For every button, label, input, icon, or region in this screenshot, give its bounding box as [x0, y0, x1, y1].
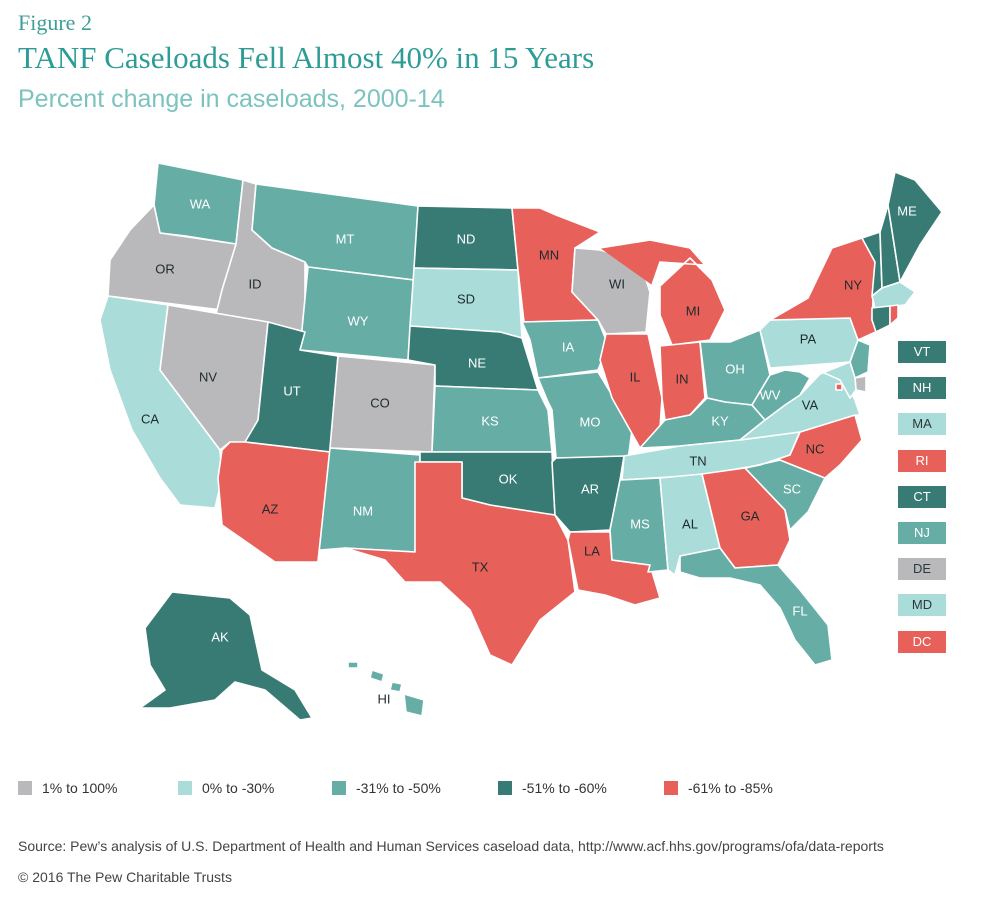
state-label-CO: CO	[370, 395, 390, 410]
legend-label: -61% to -85%	[688, 780, 773, 796]
state-label-KS: KS	[481, 413, 499, 428]
legend-item: 0% to -30%	[178, 780, 274, 796]
state-label-OR: OR	[155, 261, 175, 276]
state-label-TN: TN	[689, 453, 706, 468]
state-OR[interactable]	[107, 204, 237, 311]
state-HI[interactable]	[347, 661, 425, 717]
state-label-WA: WA	[190, 196, 211, 211]
state-label-WI: WI	[609, 276, 625, 291]
state-label-OH: OH	[725, 361, 745, 376]
state-CT[interactable]	[871, 305, 891, 333]
state-MD[interactable]	[809, 361, 857, 399]
state-NJ[interactable]	[849, 339, 871, 379]
state-labels: WA OR CA ID NV MT WY UT AZ CO NM ND SD NE KS OK TX MN IA MO…	[141, 196, 917, 706]
side-label-DE: DE	[898, 558, 946, 581]
source-note: Source: Pew’s analysis of U.S. Departmen…	[18, 838, 884, 854]
side-label-CT: CT	[898, 485, 946, 508]
state-label-NV: NV	[199, 369, 217, 384]
state-label-NY: NY	[844, 277, 862, 292]
state-MI[interactable]	[599, 239, 726, 346]
state-label-SD: SD	[457, 291, 475, 306]
state-label-KY: KY	[711, 413, 729, 428]
figure-label: Figure 2	[18, 10, 92, 35]
state-label-LA: LA	[584, 543, 600, 558]
side-label-MD: MD	[898, 594, 946, 617]
state-label-AZ: AZ	[262, 501, 279, 516]
state-label-IA: IA	[562, 339, 575, 354]
side-label-VT: VT	[898, 341, 946, 363]
side-label-NH: NH	[898, 377, 946, 400]
side-label-NJ: NJ	[898, 522, 946, 544]
state-label-PA: PA	[800, 331, 817, 346]
state-label-ME: ME	[897, 203, 917, 218]
us-map: WA OR CA ID NV MT WY UT AZ CO NM ND SD NE KS OK TX MN IA MO…	[99, 162, 943, 721]
state-label-OK: OK	[499, 471, 518, 486]
state-FL[interactable]	[679, 547, 833, 666]
state-AK[interactable]	[139, 591, 313, 721]
chart-title: TANF Caseloads Fell Almost 40% in 15 Yea…	[18, 40, 595, 75]
state-label-AK: AK	[211, 629, 229, 644]
legend-label: -31% to -50%	[356, 780, 441, 796]
state-label-CA: CA	[141, 411, 159, 426]
state-TX[interactable]	[344, 461, 576, 666]
legend-item: -61% to -85%	[664, 780, 773, 796]
state-label-MS: MS	[630, 516, 650, 531]
copyright-note: © 2016 The Pew Charitable Trusts	[18, 869, 232, 885]
state-label-WV: WV	[760, 387, 781, 402]
state-label-MN: MN	[539, 247, 559, 262]
chart-subtitle: Percent change in caseloads, 2000-14	[18, 85, 445, 113]
state-label-MT: MT	[336, 231, 355, 246]
state-NC[interactable]	[744, 414, 863, 479]
state-RI[interactable]	[889, 304, 899, 326]
legend-label: 1% to 100%	[42, 780, 118, 796]
legend-label: 0% to -30%	[202, 780, 275, 796]
state-label-HI: HI	[378, 691, 391, 706]
state-label-NC: NC	[806, 441, 825, 456]
state-label-IN: IN	[676, 371, 689, 386]
state-label-FL: FL	[792, 603, 807, 618]
side-label-DC: DC	[898, 630, 946, 653]
state-label-MO: MO	[580, 414, 601, 429]
legend-swatch	[664, 781, 678, 795]
legend-item: -51% to -60%	[498, 780, 607, 796]
state-label-NM: NM	[353, 503, 373, 518]
state-KS[interactable]	[431, 385, 553, 453]
legend-item: -31% to -50%	[332, 780, 441, 796]
legend-swatch	[178, 781, 192, 795]
side-label-MA: MA	[898, 413, 946, 436]
legend-item: 1% to 100%	[18, 780, 118, 796]
state-label-IL: IL	[630, 369, 641, 384]
legend-swatch	[332, 781, 346, 795]
state-label-AR: AR	[581, 481, 599, 496]
state-label-MI: MI	[686, 303, 700, 318]
side-label-RI: RI	[898, 449, 946, 472]
state-label-TX: TX	[472, 559, 489, 574]
state-label-AL: AL	[682, 516, 698, 531]
state-label-UT: UT	[283, 383, 300, 398]
state-label-ID: ID	[249, 276, 262, 291]
state-label-SC: SC	[783, 481, 801, 496]
state-label-WY: WY	[348, 313, 369, 328]
legend-swatch	[498, 781, 512, 795]
state-label-GA: GA	[741, 508, 760, 523]
state-label-VA: VA	[802, 397, 819, 412]
legend-swatch	[18, 781, 32, 795]
state-label-ND: ND	[457, 231, 476, 246]
state-label-NE: NE	[468, 355, 486, 370]
state-DC[interactable]	[835, 383, 843, 391]
legend-label: -51% to -60%	[522, 780, 607, 796]
